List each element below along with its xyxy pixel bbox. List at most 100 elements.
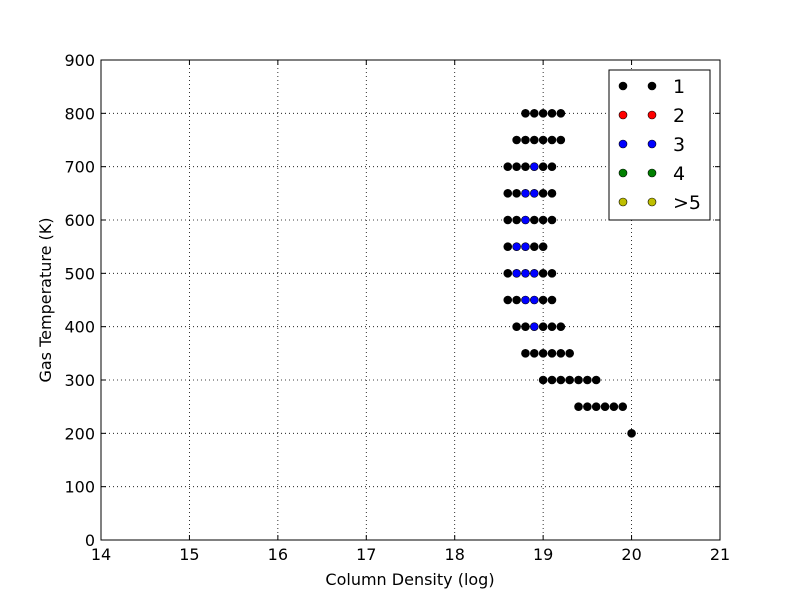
data-point [609, 402, 619, 411]
data-point [591, 402, 601, 411]
y-axis-label: Gas Temperature (K) [36, 217, 55, 382]
legend-marker [618, 81, 628, 91]
data-point [529, 135, 539, 145]
data-point [547, 295, 557, 305]
legend-marker [647, 197, 657, 207]
data-point [521, 349, 530, 358]
data-point [521, 269, 530, 278]
data-point [574, 402, 583, 411]
data-point [538, 135, 548, 145]
legend: 1 2 3 4 >5 [608, 69, 711, 221]
legend-marker [647, 168, 657, 178]
legend-marker [618, 139, 628, 149]
data-point [600, 402, 610, 411]
x-tick-label: 17 [356, 545, 376, 564]
data-point [547, 215, 557, 225]
data-point [547, 162, 557, 171]
data-point [538, 269, 548, 278]
data-point [538, 242, 548, 251]
data-point [529, 162, 539, 171]
y-tick-label: 900 [64, 51, 95, 70]
data-point [512, 295, 521, 305]
data-point [556, 375, 566, 385]
y-tick-label: 600 [64, 211, 95, 230]
y-tick-label: 400 [64, 318, 95, 337]
y-tick-label: 0 [85, 531, 95, 550]
data-point [538, 189, 548, 198]
data-point [512, 162, 521, 171]
data-point [556, 135, 566, 145]
data-point [547, 109, 557, 118]
data-point [512, 269, 521, 278]
data-point [521, 295, 530, 305]
plot-frame [100, 59, 721, 541]
x-tick-label: 14 [91, 545, 111, 564]
data-point [547, 349, 557, 358]
x-tick-label: 15 [179, 545, 199, 564]
data-point [512, 189, 521, 198]
data-point [529, 269, 539, 278]
data-point [591, 375, 601, 385]
legend-label: >5 [673, 192, 701, 214]
data-point [529, 109, 539, 118]
legend-label: 1 [673, 76, 685, 98]
y-tick-label: 700 [64, 158, 95, 177]
data-point [538, 295, 548, 305]
data-point [547, 375, 557, 385]
data-point [521, 109, 530, 118]
data-point [529, 295, 539, 305]
data-point [529, 242, 539, 251]
data-point [556, 349, 566, 358]
legend-marker [647, 139, 657, 149]
legend-label: 2 [673, 105, 685, 127]
data-point [556, 322, 566, 331]
data-point [538, 215, 548, 225]
data-point [521, 242, 530, 251]
data-point [538, 322, 548, 331]
y-tick-label: 300 [64, 371, 95, 390]
data-point [521, 189, 530, 198]
y-tick-label: 100 [64, 478, 95, 497]
data-point [538, 375, 548, 385]
data-point [627, 429, 636, 438]
data-point [565, 349, 574, 358]
data-point [618, 402, 628, 411]
legend-marker [647, 110, 657, 120]
data-point [556, 109, 566, 118]
data-point [529, 322, 539, 331]
data-point [521, 215, 530, 225]
data-point [547, 189, 557, 198]
x-tick-label: 21 [710, 545, 730, 564]
data-point [503, 269, 513, 278]
data-point [574, 375, 583, 385]
data-point [529, 349, 539, 358]
legend-marker [647, 81, 657, 91]
data-point [529, 215, 539, 225]
data-point [538, 109, 548, 118]
legend-marker [618, 197, 628, 207]
y-tick-label: 200 [64, 424, 95, 443]
data-point [521, 135, 530, 145]
data-point [547, 135, 557, 145]
x-tick-label: 16 [268, 545, 288, 564]
legend-label: 3 [673, 134, 685, 156]
x-tick-label: 20 [621, 545, 641, 564]
data-point [512, 135, 521, 145]
data-point [521, 322, 530, 331]
data-point [521, 162, 530, 171]
legend-label: 4 [673, 163, 685, 185]
data-point [547, 322, 557, 331]
legend-marker [618, 110, 628, 120]
x-axis-label: Column Density (log) [325, 570, 494, 589]
x-tick-label: 18 [445, 545, 465, 564]
data-point [512, 215, 521, 225]
y-tick-label: 500 [64, 264, 95, 283]
data-point [547, 269, 557, 278]
data-point [503, 295, 513, 305]
data-point [512, 242, 521, 251]
data-point [529, 189, 539, 198]
data-point [538, 349, 548, 358]
data-point [503, 162, 513, 171]
data-point [503, 215, 513, 225]
